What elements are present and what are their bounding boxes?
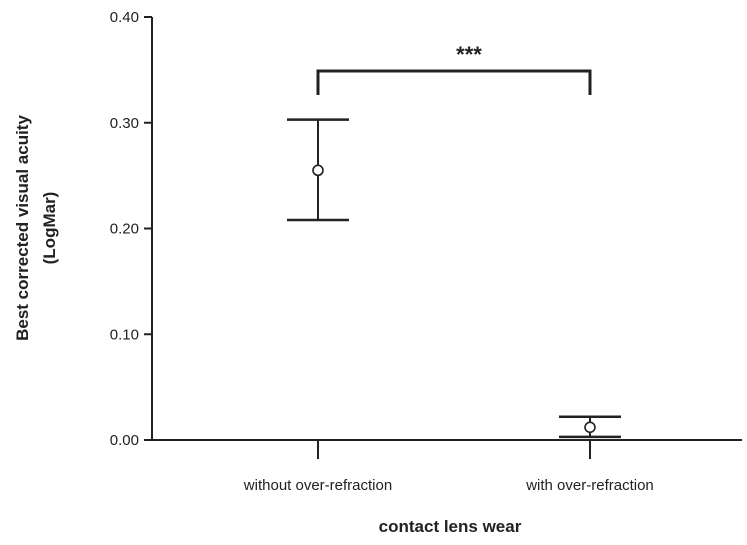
significance-label: *** [456, 42, 482, 67]
y-axis-title-line: (LogMar) [40, 192, 59, 265]
mean-point [584, 421, 596, 434]
significance-bracket-line [316, 69, 592, 95]
y-axis-title: Best corrected visual acuity (LogMar) [13, 115, 59, 341]
y-tick-label: 0.10 [110, 326, 139, 343]
y-tick-label: 0.20 [110, 221, 139, 238]
y-tick-label: 0.40 [110, 9, 139, 26]
y-tick-label: 0.00 [110, 432, 139, 449]
x-tick-label: without over-refraction [243, 477, 392, 494]
significance-bracket: *** [316, 42, 592, 95]
data-marks [287, 118, 621, 439]
y-ticks: 0.00 0.10 0.20 0.30 0.40 [110, 9, 152, 449]
x-axis-title: contact lens wear [379, 517, 522, 536]
x-tick-label: with over-refraction [525, 477, 654, 494]
y-tick-label: 0.30 [110, 115, 139, 132]
y-axis-title-line: Best corrected visual acuity [13, 115, 32, 341]
mean-point [312, 164, 324, 177]
x-ticks: without over-refraction with over-refract… [243, 440, 654, 494]
